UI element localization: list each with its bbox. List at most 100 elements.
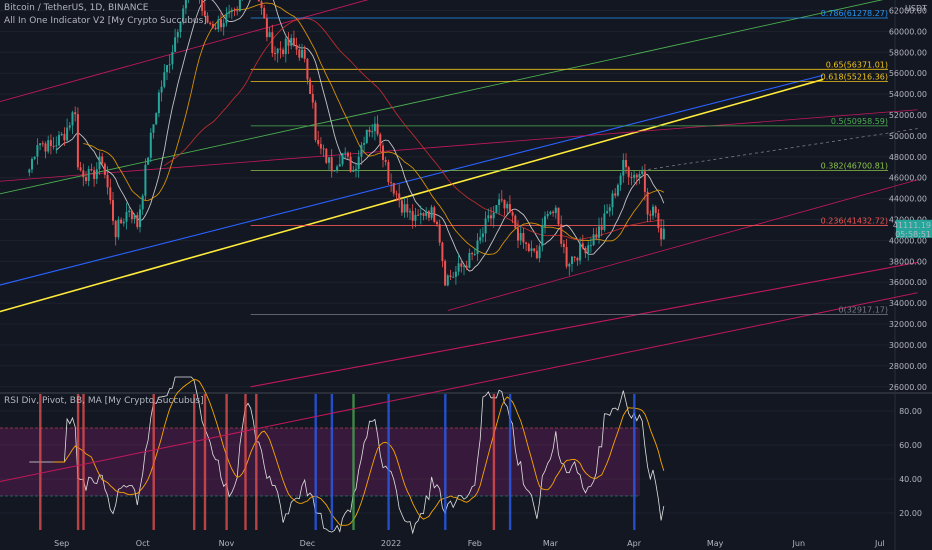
signal-bar <box>352 394 355 530</box>
candle-body <box>533 248 536 251</box>
price-tick-label: 28000.00 <box>889 362 927 371</box>
candle-body <box>344 152 347 154</box>
candle-body <box>341 153 344 165</box>
candle-body <box>220 19 222 28</box>
candle-body <box>649 214 652 216</box>
candle-body <box>557 207 560 225</box>
candle-body <box>365 129 368 143</box>
candle-body <box>144 164 147 196</box>
candle-body <box>44 143 47 152</box>
candle-body <box>481 233 484 238</box>
candle-body <box>276 48 279 54</box>
price-tick-label: 50000.00 <box>889 132 927 141</box>
candle-body <box>109 187 112 201</box>
candle-body <box>303 49 306 59</box>
time-tick-label: Oct <box>136 539 150 548</box>
candle-body <box>452 276 455 278</box>
candle-body <box>573 256 576 258</box>
time-tick-label: Feb <box>468 539 482 548</box>
candle-body <box>117 219 120 238</box>
candle-body <box>263 8 266 19</box>
price-tick-label: 40000.00 <box>889 236 927 245</box>
candle-body <box>171 51 174 65</box>
time-tick-label: May <box>707 539 724 548</box>
rsi-tick-label: 40.00 <box>899 475 922 484</box>
candle-body <box>368 129 371 133</box>
candle-body <box>579 243 582 261</box>
rsi-axis[interactable]: 80.00 60.00 40.00 20.00 <box>899 407 922 518</box>
candle-body <box>290 38 293 46</box>
price-tick-label: 52000.00 <box>889 111 927 120</box>
candle-body <box>522 233 525 243</box>
candle-body <box>206 15 209 23</box>
candle-body <box>384 159 387 162</box>
indicator-title[interactable]: All In One Indicator V2 [My Crypto Succu… <box>4 16 207 26</box>
moving-average-line <box>164 18 664 241</box>
candle-body <box>430 207 433 218</box>
candle-body <box>427 211 430 218</box>
candle-body <box>584 248 587 254</box>
candle-body <box>306 58 309 80</box>
signal-bar <box>193 394 196 530</box>
candle-body <box>484 218 487 234</box>
candle-body <box>589 245 592 247</box>
candle-body <box>95 169 98 179</box>
candle-body <box>498 199 501 206</box>
candle-body <box>66 127 69 141</box>
candle-body <box>468 252 471 268</box>
candle-body <box>176 32 179 38</box>
lower-channel-line <box>250 261 918 388</box>
candle-body <box>657 212 660 229</box>
candle-body <box>406 204 409 213</box>
candle-body <box>147 157 150 165</box>
price-axis[interactable]: 62000.00 60000.00 58000.00 56000.00 54000.00… <box>889 4 927 392</box>
signal-bar <box>508 394 512 530</box>
candle-body <box>333 170 336 172</box>
trendlines <box>0 0 918 483</box>
candle-body <box>301 49 303 58</box>
candle-body <box>152 124 155 133</box>
price-tick-label: 32000.00 <box>889 320 927 329</box>
candle-body <box>257 0 260 2</box>
candle-body <box>79 167 82 171</box>
candle-body <box>203 10 206 16</box>
candle-body <box>47 140 50 152</box>
candle-body <box>292 38 295 46</box>
candle-body <box>39 143 42 146</box>
candle-body <box>330 157 333 172</box>
candle-body <box>233 9 236 11</box>
countdown-label: 05:58:51 <box>895 230 931 239</box>
candle-body <box>403 204 406 213</box>
time-tick-label: Sep <box>54 539 69 548</box>
candle-body <box>98 156 101 170</box>
candle-body <box>319 143 322 149</box>
candle-body <box>479 237 482 241</box>
candle-body <box>49 140 52 146</box>
candle-body <box>603 213 606 230</box>
price-tick-label: 30000.00 <box>889 341 927 350</box>
price-unit-label: USDT <box>905 4 927 13</box>
candle-body <box>328 157 330 163</box>
candle-body <box>446 275 449 286</box>
signal-bar <box>76 394 80 530</box>
candle-body <box>287 38 290 46</box>
candle-body <box>568 263 571 267</box>
candle-body <box>214 27 217 30</box>
candle-body <box>360 144 363 157</box>
signal-bar <box>444 394 447 530</box>
candle-body <box>85 177 87 181</box>
candle-body <box>68 125 71 128</box>
candle-body <box>349 156 352 172</box>
candle-body <box>544 216 546 227</box>
time-axis[interactable]: Sep Oct Nov Dec 2022 Feb Mar Apr May Jun Jul <box>54 539 884 548</box>
candle-body <box>511 212 514 216</box>
candle-body <box>662 228 665 240</box>
candle-body <box>562 243 565 248</box>
fib-level-label: 0(32917.17) <box>838 305 888 314</box>
blue-trendline <box>0 74 824 286</box>
candle-body <box>638 174 641 178</box>
candle-body <box>660 228 663 240</box>
rsi-indicator-title[interactable]: RSI Div, Pivot, BB, MA [My Crypto Succub… <box>4 396 204 406</box>
candle-body <box>652 206 654 216</box>
